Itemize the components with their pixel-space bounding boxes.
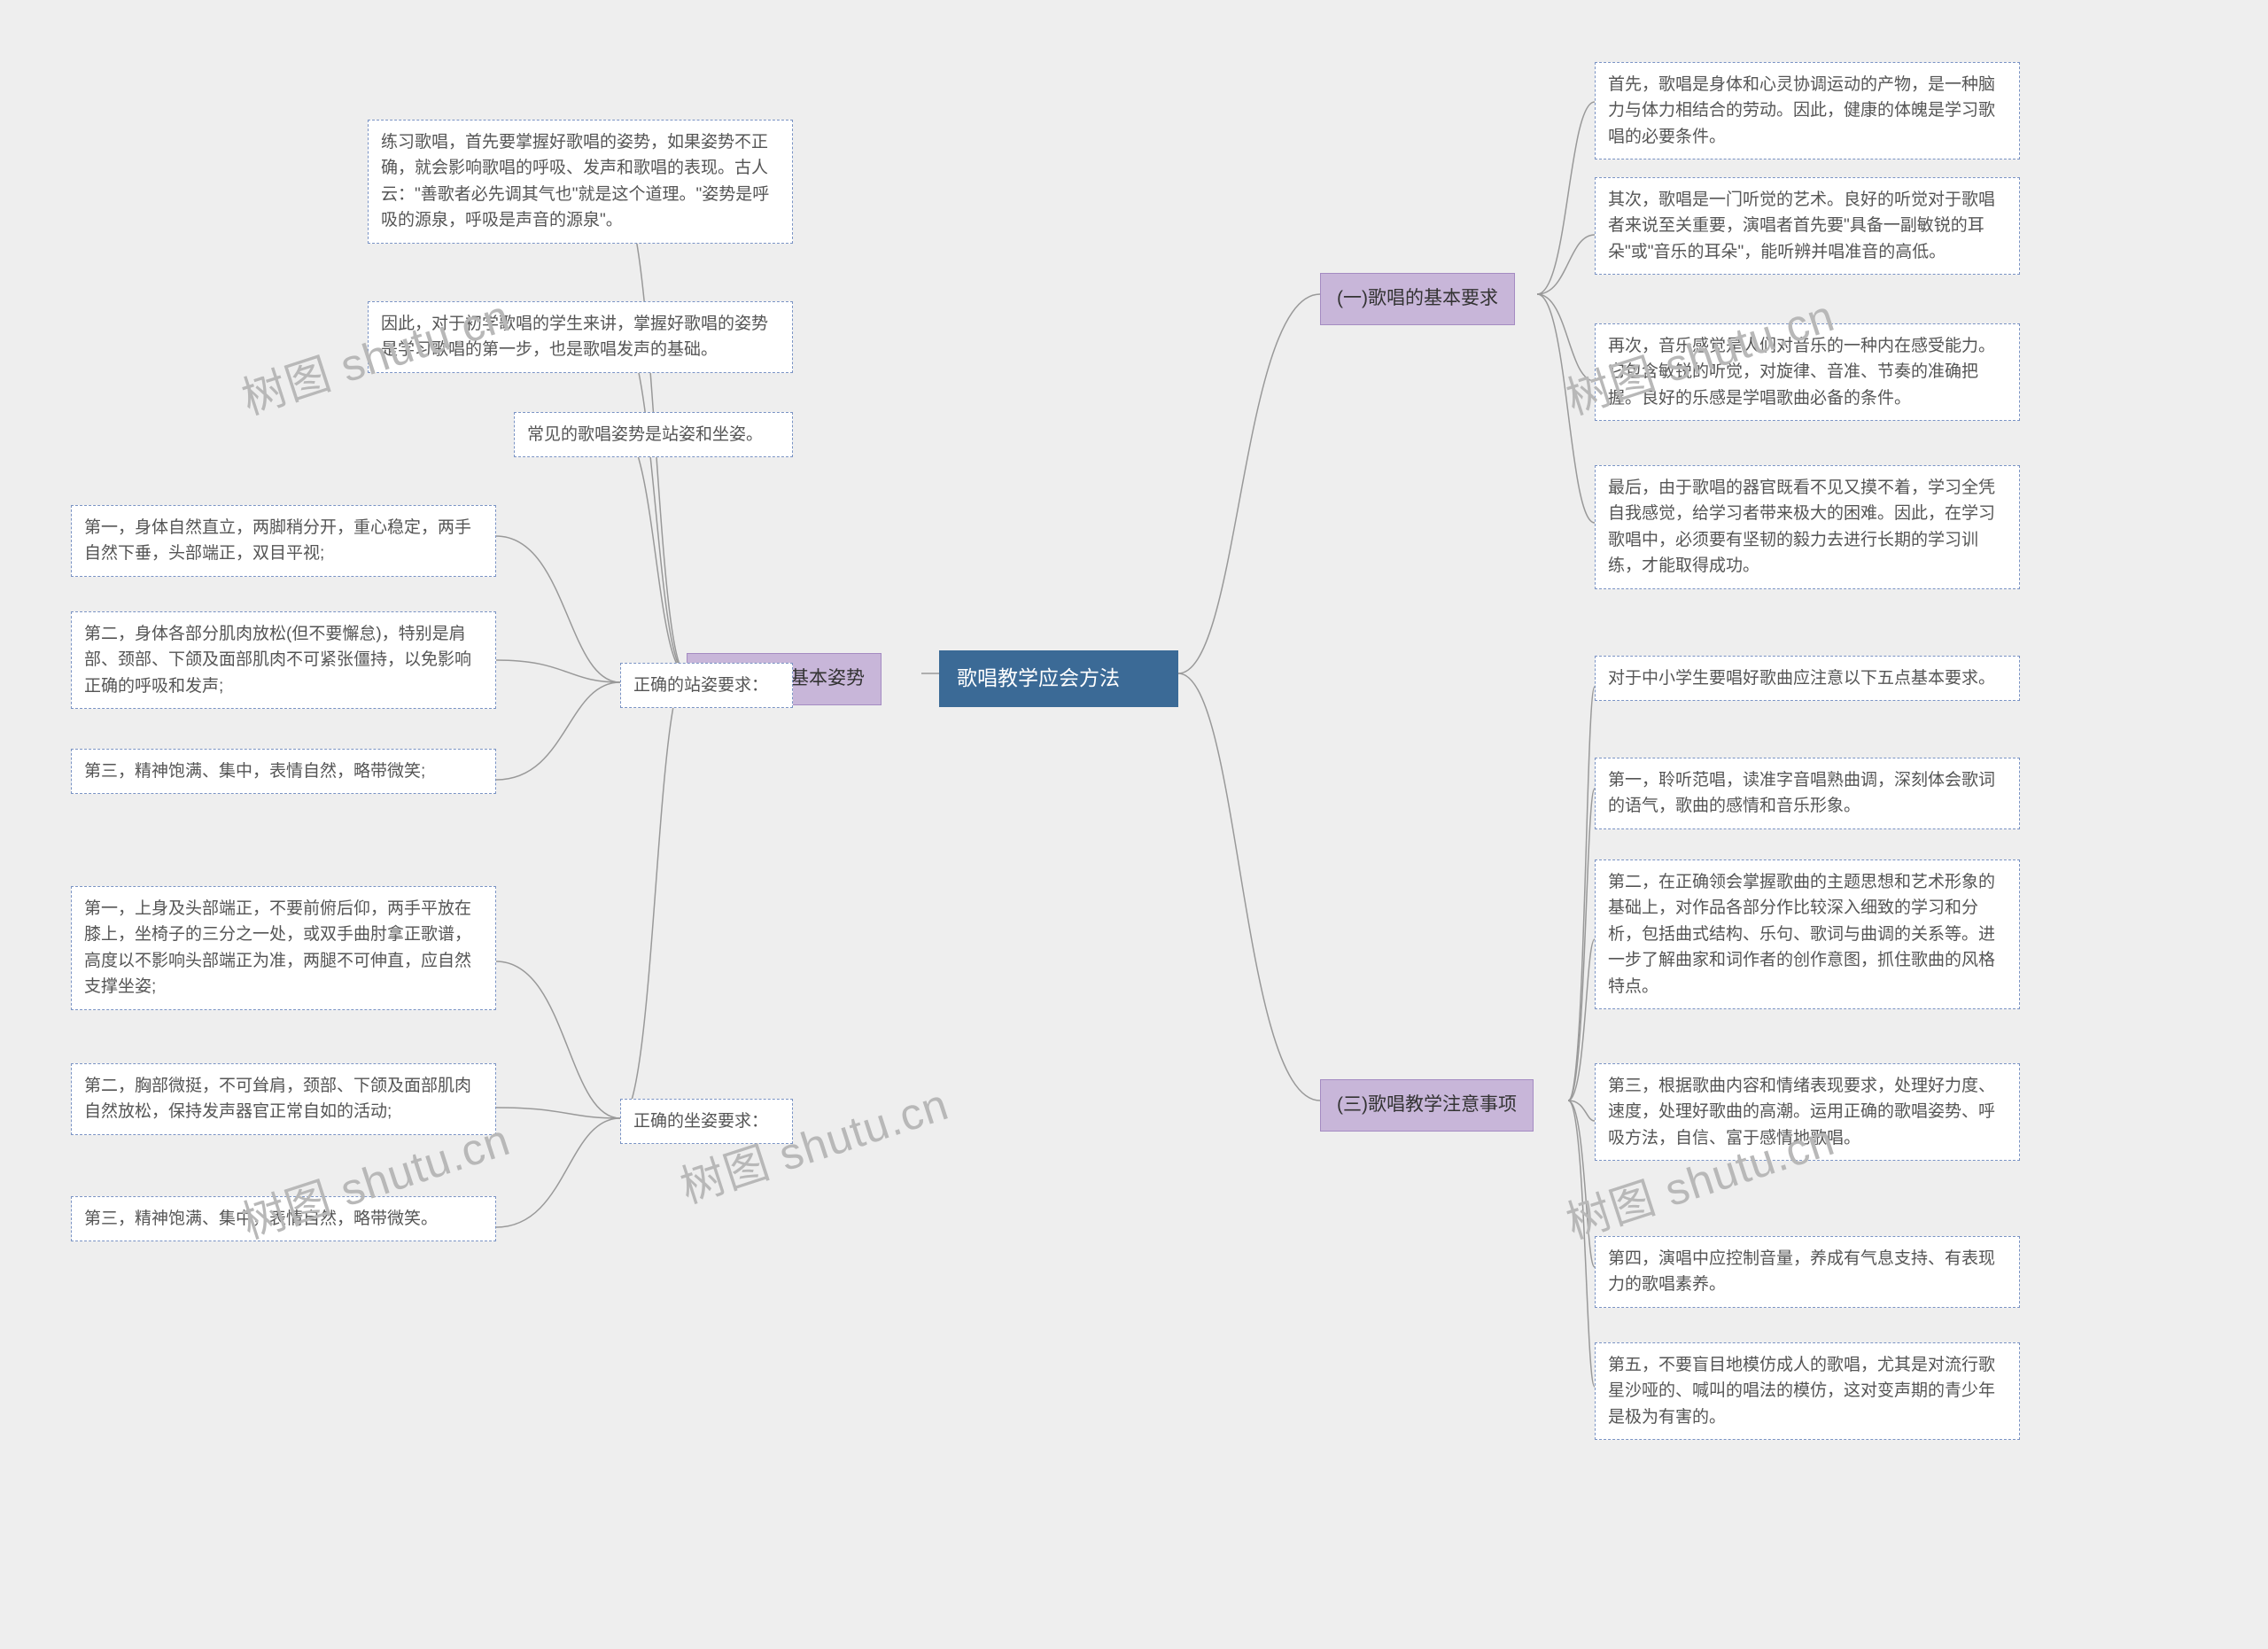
stand-item: 第二，身体各部分肌肉放松(但不要懈怠)，特别是肩部、颈部、下颌及面部肌肉不可紧张…	[71, 611, 496, 709]
leaf-text: 首先，歌唱是身体和心灵协调运动的产物，是一种脑力与体力相结合的劳动。因此，健康的…	[1608, 75, 1995, 146]
cat1-leaf: 其次，歌唱是一门听觉的艺术。良好的听觉对于歌唱者来说至关重要，演唱者首先要"具备…	[1595, 177, 2020, 275]
leaf-text: 第四，演唱中应控制音量，养成有气息支持、有表现力的歌唱素养。	[1608, 1249, 1995, 1294]
leaf-text: 最后，由于歌唱的器官既看不见又摸不着，学习全凭自我感觉，给学习者带来极大的困难。…	[1608, 478, 1995, 575]
cat1-leaf: 再次，音乐感觉是人们对音乐的一种内在感受能力。它包含敏锐的听觉，对旋律、音准、节…	[1595, 323, 2020, 421]
leaf-text: 因此，对于初学歌唱的学生来讲，掌握好歌唱的姿势是学习歌唱的第一步，也是歌唱发声的…	[381, 315, 768, 359]
leaf-text: 对于中小学生要唱好歌曲应注意以下五点基本要求。	[1608, 669, 1995, 688]
cat1-label: (一)歌唱的基本要求	[1337, 288, 1498, 308]
leaf-text: 第三，精神饱满、集中，表情自然，略带微笑;	[84, 762, 425, 781]
cat2-intro: 因此，对于初学歌唱的学生来讲，掌握好歌唱的姿势是学习歌唱的第一步，也是歌唱发声的…	[368, 301, 793, 373]
cat3-leaf: 第一，聆听范唱，读准字音唱熟曲调，深刻体会歌词的语气，歌曲的感情和音乐形象。	[1595, 758, 2020, 829]
leaf-text: 第一，上身及头部端正，不要前俯后仰，两手平放在膝上，坐椅子的三分之一处，或双手曲…	[84, 899, 471, 996]
cat3-leaf: 第五，不要盲目地模仿成人的歌唱，尤其是对流行歌星沙哑的、喊叫的唱法的模仿，这对变…	[1595, 1342, 2020, 1440]
cat3-leaf: 对于中小学生要唱好歌曲应注意以下五点基本要求。	[1595, 656, 2020, 701]
leaf-text: 第一，身体自然直立，两脚稍分开，重心稳定，两手自然下垂，头部端正，双目平视;	[84, 518, 471, 563]
leaf-text: 练习歌唱，首先要掌握好歌唱的姿势，如果姿势不正确，就会影响歌唱的呼吸、发声和歌唱…	[381, 133, 769, 229]
leaf-text: 第二，胸部微挺，不可耸肩，颈部、下颌及面部肌肉自然放松，保持发声器官正常自如的活…	[84, 1077, 471, 1121]
leaf-text: 再次，音乐感觉是人们对音乐的一种内在感受能力。它包含敏锐的听觉，对旋律、音准、节…	[1608, 337, 1995, 408]
leaf-text: 其次，歌唱是一门听觉的艺术。良好的听觉对于歌唱者来说至关重要，演唱者首先要"具备…	[1608, 191, 1995, 261]
cat1-node: (一)歌唱的基本要求	[1320, 273, 1515, 325]
sit-label: 正确的坐姿要求：	[633, 1112, 768, 1131]
cat3-label: (三)歌唱教学注意事项	[1337, 1094, 1517, 1115]
sit-node: 正确的坐姿要求：	[620, 1099, 793, 1144]
stand-item: 第三，精神饱满、集中，表情自然，略带微笑;	[71, 749, 496, 794]
cat2-intro: 常见的歌唱姿势是站姿和坐姿。	[514, 412, 793, 457]
center-label: 歌唱教学应会方法	[957, 666, 1120, 689]
stand-item: 第一，身体自然直立，两脚稍分开，重心稳定，两手自然下垂，头部端正，双目平视;	[71, 505, 496, 577]
leaf-text: 第五，不要盲目地模仿成人的歌唱，尤其是对流行歌星沙哑的、喊叫的唱法的模仿，这对变…	[1608, 1356, 1995, 1427]
leaf-text: 第一，聆听范唱，读准字音唱熟曲调，深刻体会歌词的语气，歌曲的感情和音乐形象。	[1608, 771, 1995, 815]
cat1-leaf: 最后，由于歌唱的器官既看不见又摸不着，学习全凭自我感觉，给学习者带来极大的困难。…	[1595, 465, 2020, 589]
center-node: 歌唱教学应会方法	[939, 650, 1178, 707]
cat3-leaf: 第二，在正确领会掌握歌曲的主题思想和艺术形象的基础上，对作品各部分作比较深入细致…	[1595, 860, 2020, 1009]
stand-label: 正确的站姿要求：	[633, 676, 768, 695]
sit-item: 第二，胸部微挺，不可耸肩，颈部、下颌及面部肌肉自然放松，保持发声器官正常自如的活…	[71, 1063, 496, 1135]
sit-item: 第一，上身及头部端正，不要前俯后仰，两手平放在膝上，坐椅子的三分之一处，或双手曲…	[71, 886, 496, 1010]
sit-item: 第三，精神饱满、集中，表情自然，略带微笑。	[71, 1196, 496, 1241]
leaf-text: 常见的歌唱姿势是站姿和坐姿。	[527, 425, 763, 444]
leaf-text: 第三，精神饱满、集中，表情自然，略带微笑。	[84, 1210, 438, 1228]
cat2-intro: 练习歌唱，首先要掌握好歌唱的姿势，如果姿势不正确，就会影响歌唱的呼吸、发声和歌唱…	[368, 120, 793, 244]
stand-node: 正确的站姿要求：	[620, 663, 793, 708]
leaf-text: 第二，身体各部分肌肉放松(但不要懈怠)，特别是肩部、颈部、下颌及面部肌肉不可紧张…	[84, 625, 471, 696]
leaf-text: 第二，在正确领会掌握歌曲的主题思想和艺术形象的基础上，对作品各部分作比较深入细致…	[1608, 873, 1995, 996]
cat3-node: (三)歌唱教学注意事项	[1320, 1079, 1534, 1132]
cat3-leaf: 第三，根据歌曲内容和情绪表现要求，处理好力度、速度，处理好歌曲的高潮。运用正确的…	[1595, 1063, 2020, 1161]
leaf-text: 第三，根据歌曲内容和情绪表现要求，处理好力度、速度，处理好歌曲的高潮。运用正确的…	[1608, 1077, 1995, 1147]
cat1-leaf: 首先，歌唱是身体和心灵协调运动的产物，是一种脑力与体力相结合的劳动。因此，健康的…	[1595, 62, 2020, 159]
cat3-leaf: 第四，演唱中应控制音量，养成有气息支持、有表现力的歌唱素养。	[1595, 1236, 2020, 1308]
